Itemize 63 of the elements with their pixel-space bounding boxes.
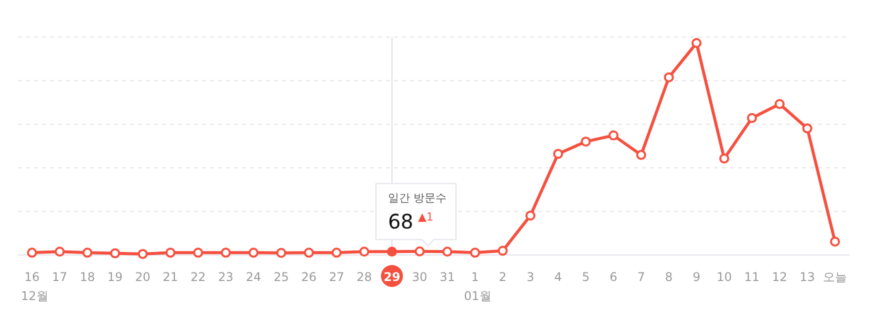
x-tick-label: 6 xyxy=(610,270,618,284)
x-tick-label: 17 xyxy=(52,270,68,284)
x-tick-label: 9 xyxy=(692,270,700,284)
point xyxy=(664,72,674,82)
point xyxy=(746,113,757,124)
annotation: 일간 방문수 xyxy=(388,192,446,205)
point xyxy=(774,99,785,110)
point xyxy=(580,136,591,147)
x-tick-label: 30 xyxy=(412,270,428,284)
point xyxy=(525,210,536,221)
point xyxy=(359,246,370,257)
point xyxy=(636,150,646,160)
point xyxy=(470,248,480,258)
point xyxy=(165,248,176,258)
point xyxy=(386,246,397,257)
point xyxy=(498,246,508,256)
x-tick-label: 31 xyxy=(440,270,455,284)
x-tick-label: 12 xyxy=(772,270,788,284)
point xyxy=(248,248,259,258)
point xyxy=(692,38,702,48)
x-tick-label: 1 01월 xyxy=(464,270,492,303)
point xyxy=(608,130,618,140)
point xyxy=(553,148,564,159)
point xyxy=(193,248,204,258)
x-tick-label: 10 xyxy=(716,270,732,284)
x-tick-label: 21 xyxy=(162,270,178,284)
x-tick-label: 23 xyxy=(218,270,234,284)
x-tick-label: 16 12월 xyxy=(21,270,48,303)
x-tick-label: 3 xyxy=(526,270,534,284)
point xyxy=(27,248,37,258)
point xyxy=(719,154,730,164)
x-tick-label: 13 xyxy=(800,270,815,284)
point xyxy=(332,248,342,258)
point xyxy=(82,248,92,258)
x-tick-label: 24 xyxy=(246,270,262,284)
x-tick-label: 11 xyxy=(744,270,760,284)
point xyxy=(304,248,314,258)
point xyxy=(276,248,286,258)
x-tick-label: 28 xyxy=(356,270,372,284)
x-tick-label: 8 xyxy=(665,270,673,284)
point xyxy=(138,248,148,259)
x-tick-label: 29 xyxy=(384,270,400,284)
x-tick-label: 27 xyxy=(328,270,344,284)
point xyxy=(414,246,425,256)
annotation: 68 xyxy=(388,210,414,234)
point xyxy=(54,246,65,257)
x-tick-label: 7 xyxy=(637,270,645,284)
x-tick-label: 2 xyxy=(498,270,507,284)
x-tick-label: 19 xyxy=(107,270,123,284)
x-tick-label: 22 xyxy=(190,270,206,284)
x-tick-label: 26 xyxy=(301,270,317,284)
x-tick-label: 5 xyxy=(582,270,590,284)
point xyxy=(442,246,452,257)
point xyxy=(802,123,812,134)
x-tick-label: 25 xyxy=(274,270,289,284)
x-tick-label: 4 xyxy=(554,270,562,284)
annotation: ▲1 xyxy=(418,210,434,224)
point xyxy=(110,248,120,258)
point xyxy=(830,236,840,247)
x-tick-label: 오늘 xyxy=(823,270,847,284)
x-tick-label: 18 xyxy=(80,270,96,284)
x-tick-label: 20 xyxy=(135,270,150,284)
point xyxy=(220,248,231,258)
